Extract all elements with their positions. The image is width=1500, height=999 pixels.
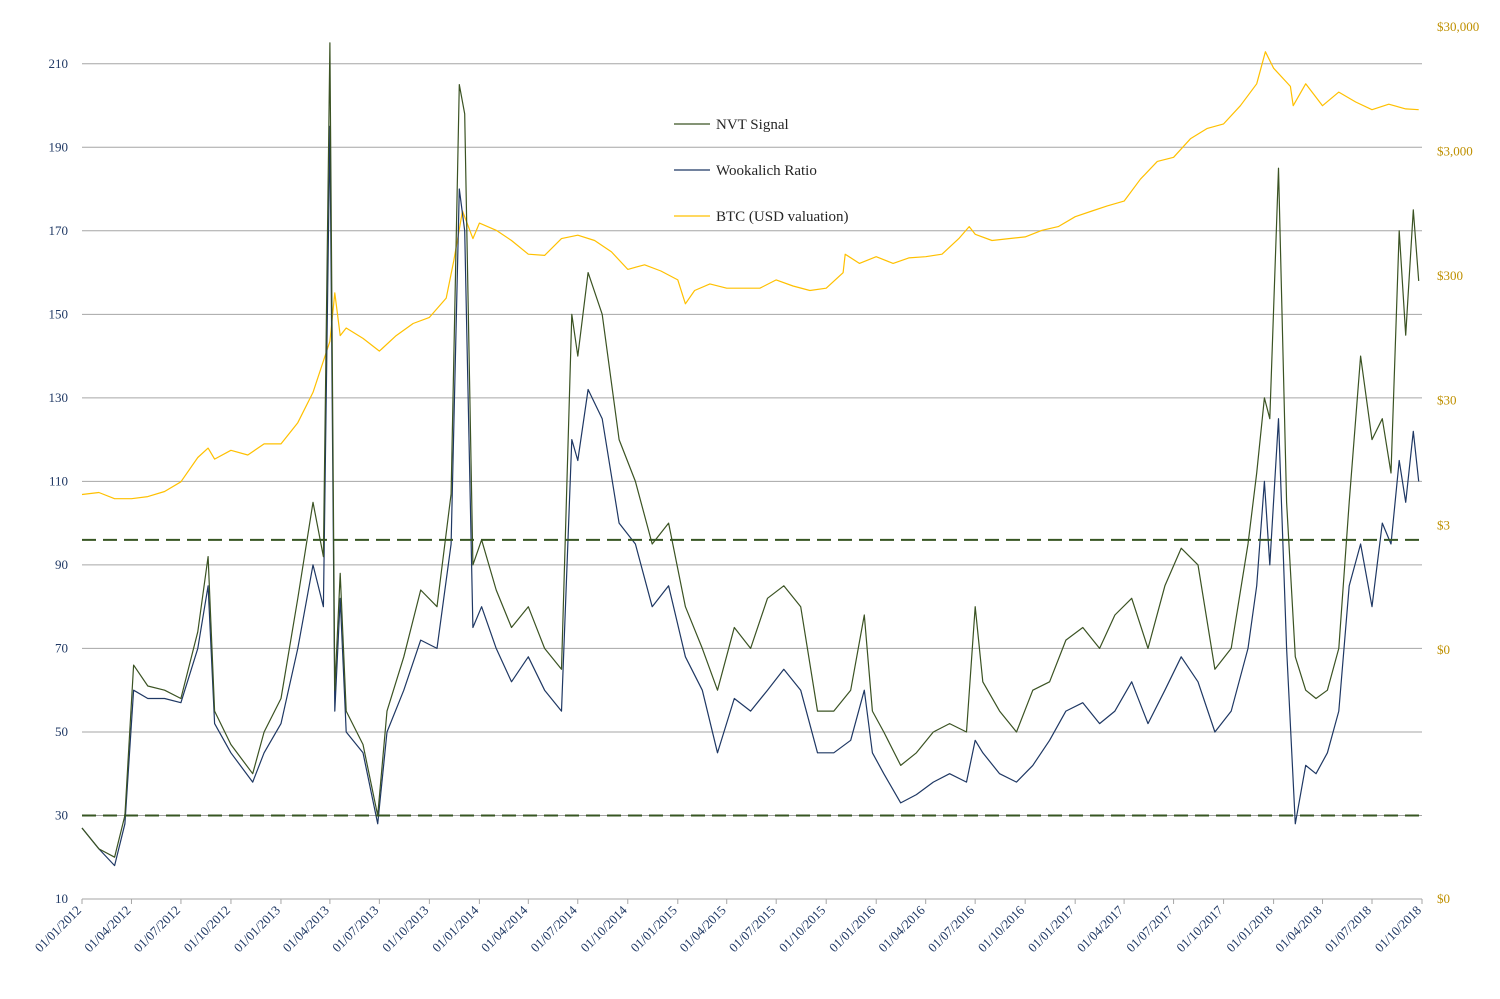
reference-lines [82, 538, 1422, 817]
y-right-tick-label: $30 [1437, 393, 1457, 408]
x-tick-label: 01/07/2016 [925, 902, 978, 955]
x-tick-label: 01/01/2014 [429, 902, 482, 955]
x-tick-label: 01/04/2016 [875, 902, 928, 955]
x-tick-label: 01/01/2015 [627, 903, 679, 955]
x-tick-label: 01/10/2017 [1173, 902, 1226, 955]
gridlines [81, 63, 1423, 904]
x-tick-label: 01/07/2015 [726, 903, 778, 955]
legend-label-wookalich: Wookalich Ratio [716, 163, 817, 179]
x-tick-label: 01/07/2012 [131, 903, 183, 955]
y-left-tick-label: 10 [55, 891, 68, 906]
y-left-tick-label: 210 [49, 56, 69, 71]
x-tick-label: 01/07/2014 [527, 902, 580, 955]
btc-price-line [81, 51, 1419, 500]
x-tick-label: 01/10/2016 [975, 902, 1028, 955]
x-tick-label: 01/01/2016 [826, 902, 879, 955]
y-right-tick-label: $300 [1437, 268, 1463, 283]
x-tick-label: 01/10/2014 [577, 902, 630, 955]
x-tick-label: 01/10/2015 [776, 903, 828, 955]
y-left-tick-label: 50 [55, 724, 68, 739]
x-tick-label: 01/04/2018 [1272, 903, 1324, 955]
series-lines [81, 42, 1420, 867]
x-tick-label: 01/10/2012 [181, 903, 233, 955]
x-tick-label: 01/04/2017 [1074, 902, 1127, 955]
x-tick-label: 01/04/2015 [676, 903, 728, 955]
x-tick-label: 01/07/2018 [1322, 903, 1374, 955]
legend: NVT Signal Wookalich Ratio BTC (USD valu… [674, 117, 849, 225]
x-tick-label: 01/04/2013 [280, 903, 332, 955]
x-tick-label: 01/04/2014 [478, 902, 531, 955]
x-tick-label: 01/01/2013 [231, 903, 283, 955]
y-right-tick-label: $30,000 [1437, 19, 1479, 34]
wookalich-ratio-line [81, 125, 1420, 867]
y-right-tick-label: $3 [1437, 517, 1450, 532]
y-left-tick-label: 130 [49, 390, 69, 405]
y-left-tick-label: 190 [49, 139, 69, 154]
x-tick-label: 01/07/2017 [1123, 902, 1176, 955]
x-tick-label: 01/10/2018 [1372, 903, 1424, 955]
y-left-tick-label: 30 [55, 807, 68, 822]
x-tick-label: 01/01/2012 [32, 903, 84, 955]
y-right-tick-label: $0 [1437, 891, 1450, 906]
y-right-tick-label: $0 [1437, 642, 1450, 657]
y-left-tick-label: 170 [49, 223, 69, 238]
legend-label-btc: BTC (USD valuation) [716, 209, 849, 225]
x-tick-label: 01/01/2018 [1223, 903, 1275, 955]
y-left-tick-label: 90 [55, 557, 68, 572]
x-tick-label: 01/04/2012 [81, 903, 133, 955]
y-left-tick-label: 110 [49, 473, 68, 488]
y-left-tick-label: 150 [49, 306, 69, 321]
nvt-signal-line [81, 42, 1420, 858]
y-left-tick-label: 70 [55, 640, 68, 655]
y-right-tick-label: $3,000 [1437, 144, 1473, 159]
x-tick-label: 01/10/2013 [379, 903, 431, 955]
legend-label-nvt: NVT Signal [716, 117, 789, 133]
x-tick-label: 01/01/2017 [1025, 902, 1078, 955]
x-tick-label: 01/07/2013 [329, 903, 381, 955]
